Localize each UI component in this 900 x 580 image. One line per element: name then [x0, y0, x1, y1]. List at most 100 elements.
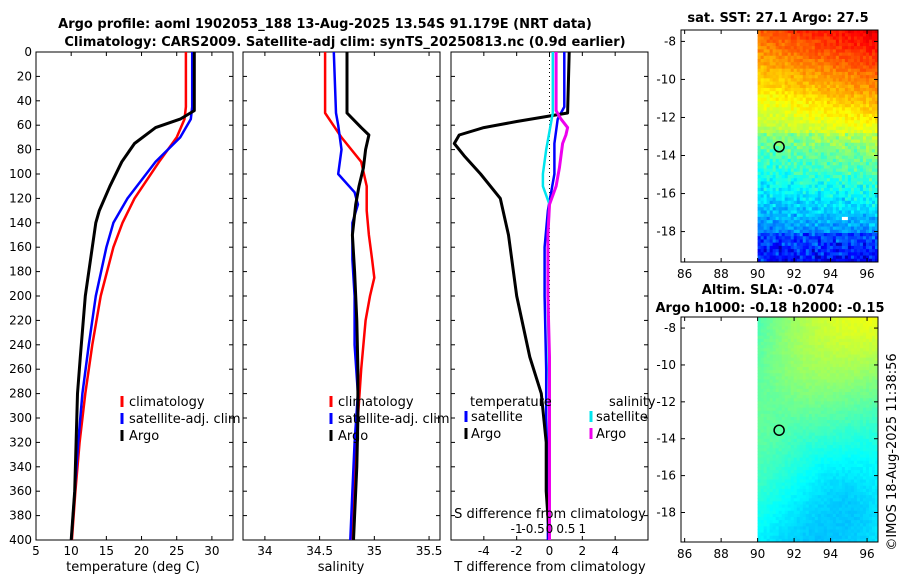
heatmap-cell	[853, 401, 858, 406]
heatmap-cell	[832, 84, 837, 89]
heatmap-cell	[787, 448, 792, 452]
heatmap-cell	[865, 233, 870, 237]
heatmap-cell	[850, 345, 855, 349]
heatmap-cell	[862, 323, 867, 327]
heatmap-cell	[760, 332, 765, 337]
heatmap-cell	[832, 36, 837, 41]
heatmap-cell	[796, 404, 801, 409]
heatmap-cell	[832, 126, 837, 131]
heatmap-cell	[850, 171, 855, 176]
heatmap-cell	[865, 338, 870, 343]
heatmap-cell	[844, 448, 849, 452]
heatmap-cell	[790, 223, 795, 228]
heatmap-cell	[802, 184, 807, 189]
heatmap-cell	[835, 255, 840, 260]
heatmap-cell	[859, 149, 864, 153]
heatmap-cell	[817, 197, 822, 202]
heatmap-cell	[823, 133, 828, 137]
heatmap-cell	[796, 357, 801, 362]
heatmap-cell	[847, 84, 852, 89]
heatmap-cell	[790, 442, 795, 446]
heatmap-cell	[862, 338, 867, 343]
heatmap-cell	[868, 429, 873, 434]
heatmap-cell	[811, 258, 816, 263]
heatmap-cell	[853, 136, 858, 141]
heatmap-cell	[832, 117, 837, 121]
heatmap-cell	[820, 239, 825, 244]
heatmap-cell	[781, 255, 786, 260]
heatmap-cell	[817, 348, 822, 352]
heatmap-cell	[841, 117, 846, 121]
heatmap-cell	[802, 354, 807, 359]
heatmap-cell	[874, 382, 879, 387]
heatmap-cell	[787, 46, 792, 50]
heatmap-cell	[856, 146, 861, 150]
heatmap-cell	[784, 382, 789, 387]
heatmap-cell	[832, 81, 837, 86]
heatmap-cell	[799, 370, 804, 374]
heatmap-cell	[811, 385, 816, 390]
heatmap-cell	[760, 220, 765, 224]
heatmap-cell	[814, 75, 819, 79]
heatmap-cell	[826, 136, 831, 141]
heatmap-cell	[805, 94, 810, 99]
heatmap-cell	[817, 84, 822, 89]
heatmap-cell	[799, 136, 804, 141]
heatmap-cell	[763, 438, 768, 443]
heatmap-cell	[826, 155, 831, 160]
heatmap-cell	[781, 338, 786, 343]
heatmap-cell	[826, 178, 831, 182]
heatmap-cell	[802, 52, 807, 57]
heatmap-cell	[769, 410, 774, 415]
heatmap-cell	[817, 338, 822, 343]
heatmap-cell	[757, 91, 762, 95]
heatmap-cell	[856, 335, 861, 340]
heatmap-cell	[820, 426, 825, 431]
heatmap-cell	[769, 445, 774, 449]
heatmap-cell	[787, 181, 792, 186]
heatmap-cell	[859, 236, 864, 240]
heatmap-cell	[874, 417, 879, 421]
x-tick-label: 4	[611, 544, 619, 558]
heatmap-cell	[862, 376, 867, 381]
heatmap-cell	[871, 100, 876, 105]
heatmap-cell	[802, 117, 807, 121]
heatmap-cell	[814, 123, 819, 128]
heatmap-cell	[805, 417, 810, 421]
heatmap-cell	[796, 91, 801, 95]
heatmap-cell	[787, 191, 792, 195]
heatmap-cell	[850, 245, 855, 250]
heatmap-cell	[769, 62, 774, 66]
heatmap-cell	[808, 376, 813, 381]
heatmap-cell	[811, 329, 816, 334]
heatmap-cell	[817, 370, 822, 374]
heatmap-cell	[781, 46, 786, 50]
heatmap-cell	[769, 242, 774, 247]
heatmap-cell	[808, 435, 813, 440]
heatmap-cell	[817, 255, 822, 260]
heatmap-cell	[769, 438, 774, 443]
heatmap-cell	[838, 229, 843, 234]
heatmap-cell	[802, 155, 807, 160]
heatmap-cell	[787, 245, 792, 250]
heatmap-cell	[835, 197, 840, 202]
heatmap-cell	[847, 110, 852, 115]
heatmap-cell	[760, 373, 765, 377]
heatmap-cell	[868, 191, 873, 195]
heatmap-cell	[856, 178, 861, 182]
heatmap-cell	[814, 158, 819, 163]
heatmap-cell	[760, 388, 765, 393]
heatmap-cell	[790, 323, 795, 327]
heatmap-cell	[763, 226, 768, 231]
heatmap-cell	[829, 210, 834, 215]
heatmap-cell	[874, 78, 879, 83]
heatmap-cell	[790, 97, 795, 102]
heatmap-cell	[817, 242, 822, 247]
heatmap-cell	[784, 52, 789, 57]
heatmap-cell	[799, 245, 804, 250]
heatmap-cell	[847, 342, 852, 346]
heatmap-cell	[865, 152, 870, 157]
heatmap-cell	[847, 395, 852, 399]
heatmap-cell	[868, 104, 873, 108]
heatmap-cell	[766, 158, 771, 163]
